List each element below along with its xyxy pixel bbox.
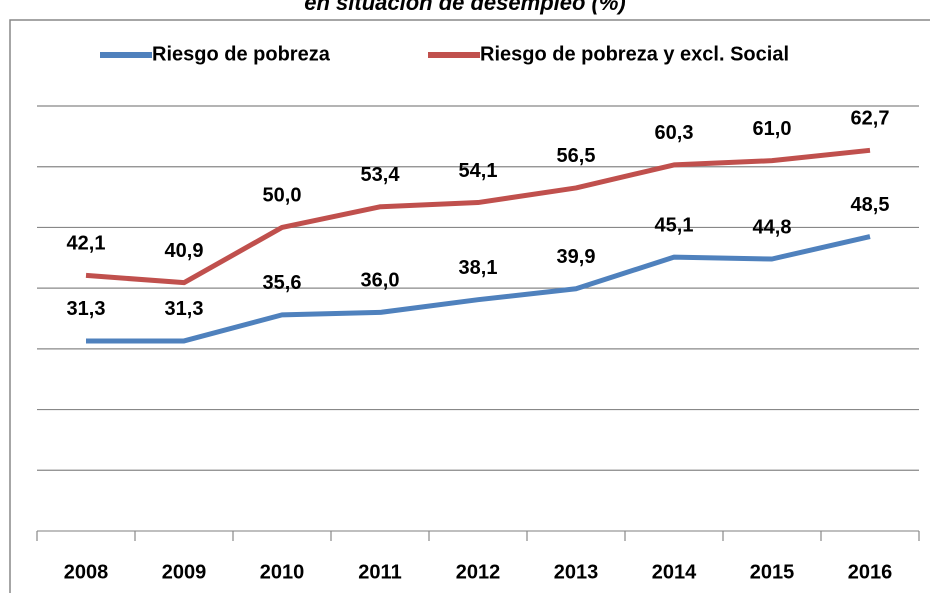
data-label: 56,5 xyxy=(557,145,596,167)
data-label: 50,0 xyxy=(263,185,302,207)
x-tick-label: 2010 xyxy=(260,561,305,583)
data-label: 31,3 xyxy=(67,298,106,320)
x-tick-label: 2014 xyxy=(652,561,697,583)
data-label: 36,0 xyxy=(361,270,400,292)
x-tick-label: 2008 xyxy=(64,561,109,583)
data-label: 44,8 xyxy=(753,216,792,238)
data-label: 48,5 xyxy=(851,194,890,216)
chart-border xyxy=(9,19,930,593)
x-tick-label: 2016 xyxy=(848,561,893,583)
series-line xyxy=(85,147,871,286)
data-label: 39,9 xyxy=(557,246,596,268)
data-label: 38,1 xyxy=(459,257,498,279)
series-line xyxy=(86,234,871,344)
data-label: 42,1 xyxy=(67,233,106,255)
data-label: 61,0 xyxy=(753,118,792,140)
x-tick-label: 2009 xyxy=(162,561,207,583)
data-label: 54,1 xyxy=(459,160,498,182)
data-label: 45,1 xyxy=(655,214,694,236)
data-label: 31,3 xyxy=(165,298,204,320)
x-tick-label: 2012 xyxy=(456,561,501,583)
data-label: 62,7 xyxy=(851,108,890,130)
data-label: 53,4 xyxy=(361,164,401,186)
legend-label: Riesgo de pobreza xyxy=(152,43,331,65)
legend-label: Riesgo de pobreza y excl. Social xyxy=(480,43,789,65)
x-tick-label: 2011 xyxy=(358,561,401,583)
data-label: 40,9 xyxy=(165,240,204,262)
data-label: 60,3 xyxy=(655,122,694,144)
chart-title: en situación de desempleo (%) xyxy=(304,0,626,15)
x-tick-label: 2015 xyxy=(750,561,795,583)
data-label: 35,6 xyxy=(263,272,302,294)
x-tick-label: 2013 xyxy=(554,561,599,583)
